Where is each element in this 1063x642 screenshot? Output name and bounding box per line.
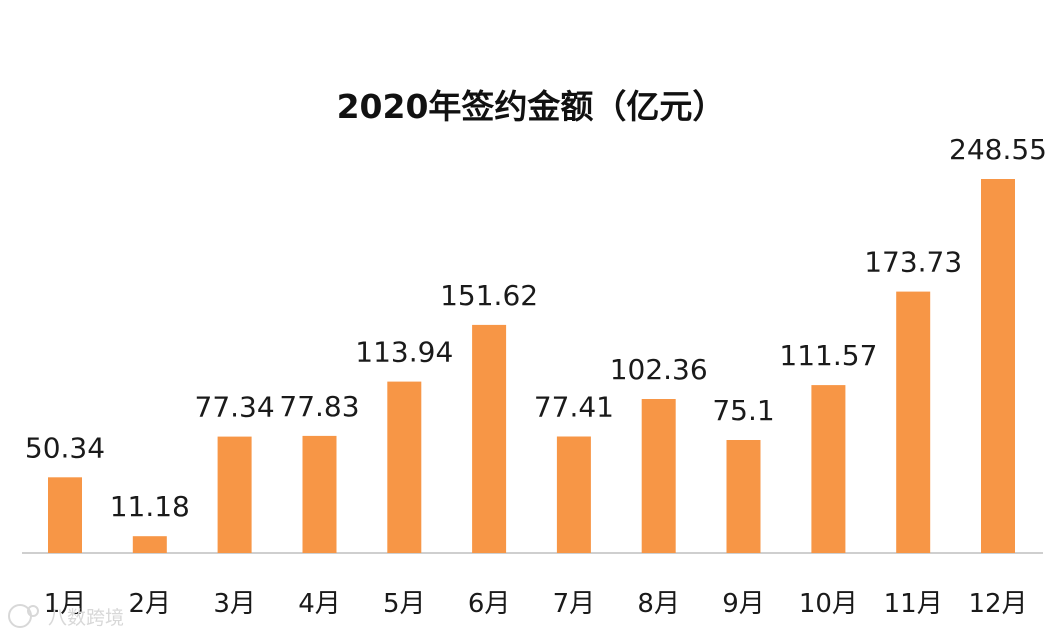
x-tick-label: 8月 xyxy=(637,589,680,619)
watermark-text: 八数跨境 xyxy=(48,607,124,629)
data-label: 173.73 xyxy=(864,246,962,279)
data-label: 50.34 xyxy=(25,431,105,464)
bar-6月 xyxy=(472,324,507,553)
watermark-logo-icon xyxy=(8,604,39,628)
x-tick-label: 6月 xyxy=(468,589,511,619)
x-tick-label: 12月 xyxy=(968,589,1027,619)
data-label: 77.83 xyxy=(279,390,359,423)
data-label: 248.55 xyxy=(949,133,1047,166)
bar-2月 xyxy=(132,536,167,553)
data-label: 111.57 xyxy=(779,339,877,372)
data-label: 113.94 xyxy=(355,336,453,369)
x-tick-label: 1月 xyxy=(44,589,87,619)
bar-12月 xyxy=(981,179,1015,553)
bar-9月 xyxy=(726,440,761,553)
data-label: 151.62 xyxy=(440,279,538,312)
bar-5月 xyxy=(387,381,422,553)
bar-11月 xyxy=(896,291,931,553)
x-tick-label: 5月 xyxy=(383,589,426,619)
x-tick-label: 7月 xyxy=(553,589,596,619)
x-tick-label: 9月 xyxy=(722,589,765,619)
x-tick-label: 3月 xyxy=(213,589,256,619)
watermark: 八数跨境 xyxy=(8,604,124,629)
data-label: 11.18 xyxy=(110,490,190,523)
bar-4月 xyxy=(302,435,337,553)
chart-title: 2020年签约金额（亿元） xyxy=(337,87,726,126)
x-tick-label: 11月 xyxy=(884,589,943,619)
x-tick-label: 2月 xyxy=(129,589,172,619)
x-tick-label: 4月 xyxy=(298,589,341,619)
bar-10月 xyxy=(811,385,846,553)
bar-8月 xyxy=(641,399,676,553)
bar-3月 xyxy=(217,436,252,553)
data-label: 77.41 xyxy=(534,391,614,424)
bar-1月 xyxy=(48,477,82,553)
bars-group xyxy=(48,179,1015,553)
x-tick-label: 10月 xyxy=(799,589,858,619)
data-label: 77.34 xyxy=(195,391,275,424)
data-label: 75.1 xyxy=(712,394,774,427)
bar-7月 xyxy=(556,436,591,553)
x-tick-labels-group: 1月 2月 3月 4月 5月 6月 7月 8月 9月 10月 11月 12月 xyxy=(44,589,1028,619)
data-label: 102.36 xyxy=(610,353,708,386)
